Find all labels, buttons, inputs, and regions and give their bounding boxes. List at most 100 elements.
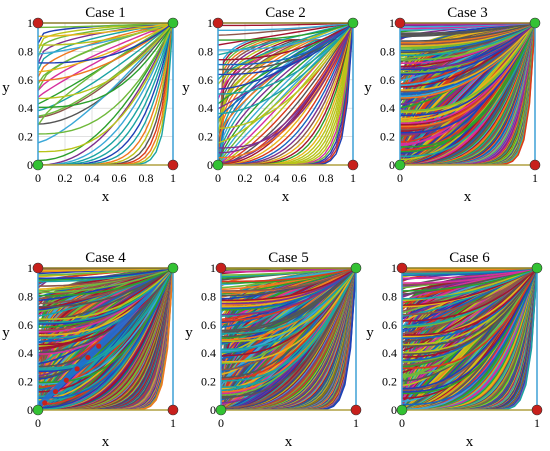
panel-title: Case 2 xyxy=(265,5,305,21)
x-tick-label: 1 xyxy=(350,171,356,185)
curve-series xyxy=(38,23,173,73)
corner-marker xyxy=(531,262,543,274)
curve-series xyxy=(38,268,173,379)
curve-series xyxy=(218,23,353,66)
corner-marker xyxy=(32,159,44,171)
y-tick-label: 0.8 xyxy=(198,44,213,58)
panel-title: Case 4 xyxy=(85,250,126,266)
y-tick-label: 0 xyxy=(27,403,33,417)
corner-marker xyxy=(529,159,541,171)
panel-case-2: Case 2 0 0.2 0.4 0.6 0.8 1 0 0.2 0.4 0.6 0.8 1 x y xyxy=(182,5,359,205)
curve-series xyxy=(218,23,353,165)
corner-marker xyxy=(167,404,179,416)
y-tick-label: 0.2 xyxy=(382,375,397,389)
curve-series xyxy=(221,268,356,382)
y-tick-label: 0.4 xyxy=(18,346,33,360)
curve-series xyxy=(38,268,173,341)
curve-series xyxy=(38,23,173,165)
curve-series xyxy=(221,268,356,379)
y-tick-label: 0.2 xyxy=(201,375,216,389)
curve-series xyxy=(400,23,535,158)
marker-point xyxy=(96,343,102,349)
y-tick-label: 0.8 xyxy=(18,44,33,58)
curve-series xyxy=(400,23,535,52)
x-tick-label: 0 xyxy=(399,416,405,430)
corner-marker xyxy=(394,159,406,171)
x-tick-label: 1 xyxy=(170,416,176,430)
x-axis-label: x xyxy=(285,434,293,450)
corner-marker xyxy=(347,159,359,171)
y-tick-label: 0.8 xyxy=(18,289,33,303)
curve-series xyxy=(402,268,537,316)
curve-series xyxy=(38,268,173,287)
curve-series xyxy=(221,268,356,343)
curve-series xyxy=(221,268,356,335)
x-tick-label: 0.8 xyxy=(139,171,154,185)
x-tick-label: 0 xyxy=(35,416,41,430)
curve-series xyxy=(38,268,173,308)
curve-series xyxy=(218,23,353,154)
corner-marker xyxy=(32,17,44,29)
curve-series xyxy=(400,23,535,42)
panel-title: Case 5 xyxy=(268,250,308,266)
panel-case-5: Case 5 0 0.2 0.4 0.6 0.8 1 0 1 x y xyxy=(185,250,362,450)
curve-series xyxy=(38,23,173,126)
curve-series xyxy=(221,268,356,388)
curve-series xyxy=(38,23,173,165)
y-tick-label: 1 xyxy=(207,16,213,30)
x-axis-label: x xyxy=(464,189,472,205)
curve-series xyxy=(218,23,353,46)
curve-series xyxy=(402,268,537,369)
curve-series xyxy=(400,23,535,57)
y-tick-label: 0.6 xyxy=(18,318,33,332)
curve-series xyxy=(221,268,356,292)
curve-series xyxy=(221,268,356,332)
curve-series xyxy=(38,268,173,321)
curve-series xyxy=(402,268,537,395)
y-tick-label: 0.8 xyxy=(201,289,216,303)
y-tick-label: 0 xyxy=(27,158,33,172)
curve-series xyxy=(38,23,173,108)
curve-series xyxy=(38,23,173,162)
curve-series xyxy=(221,268,356,276)
corner-marker xyxy=(167,159,179,171)
curve-series xyxy=(38,23,173,165)
corner-marker xyxy=(215,262,227,274)
curve-series xyxy=(400,23,535,128)
y-axis-label: y xyxy=(185,325,193,341)
panel-title: Case 6 xyxy=(449,250,490,266)
y-tick-label: 0 xyxy=(210,403,216,417)
y-tick-label: 0.4 xyxy=(201,346,216,360)
curve-series xyxy=(218,23,353,165)
marker-point xyxy=(52,388,59,395)
curve-series xyxy=(38,268,173,324)
curve-series xyxy=(402,268,537,343)
curve-series xyxy=(38,23,173,153)
curve-series xyxy=(218,23,353,61)
corner-marker xyxy=(529,17,541,29)
curve-series xyxy=(38,268,173,399)
curve-series xyxy=(218,23,353,165)
y-axis-label: y xyxy=(2,325,10,341)
y-tick-label: 0.6 xyxy=(198,73,213,87)
marker-point xyxy=(74,366,80,372)
curve-series xyxy=(400,23,535,61)
curve-series xyxy=(38,23,173,135)
curve-series xyxy=(218,23,353,95)
curve-series xyxy=(400,23,535,165)
curve-series xyxy=(38,23,173,46)
corner-marker xyxy=(32,404,44,416)
x-tick-label: 0.6 xyxy=(112,171,127,185)
y-tick-label: 0.4 xyxy=(198,101,213,115)
marker-point xyxy=(63,377,69,383)
x-tick-label: 1 xyxy=(534,416,540,430)
y-tick-label: 0 xyxy=(207,158,213,172)
y-tick-label: 0.6 xyxy=(380,73,395,87)
curve-series xyxy=(38,23,173,37)
curve-series xyxy=(221,268,356,302)
y-tick-label: 0.8 xyxy=(380,44,395,58)
curve-series xyxy=(218,23,353,165)
x-axis-label: x xyxy=(282,189,290,205)
curve-series xyxy=(38,268,173,410)
curve-series xyxy=(400,23,535,91)
